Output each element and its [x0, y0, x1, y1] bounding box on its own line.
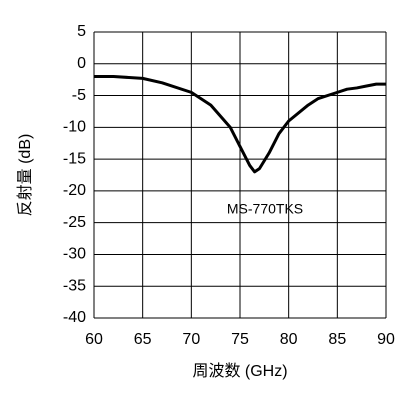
y-tick-label: 0: [77, 55, 86, 72]
x-tick-label: 75: [231, 331, 249, 348]
y-tick-label: -25: [63, 214, 86, 231]
x-tick-label: 80: [280, 331, 298, 348]
x-tick-label: 70: [182, 331, 200, 348]
y-tick-label: -40: [63, 309, 86, 326]
y-tick-label: -15: [63, 150, 86, 167]
x-tick-label: 60: [85, 331, 103, 348]
line: [94, 74, 386, 174]
y-tick-label: -10: [63, 119, 86, 136]
y-tick-label: -35: [63, 277, 86, 294]
y-tick-label: -30: [63, 246, 86, 263]
y-tick-label: -20: [63, 182, 86, 199]
x-axis-label: 周波数 (GHz): [192, 362, 287, 380]
y-tick-label: -5: [72, 87, 86, 104]
x-tick-label: 85: [328, 331, 346, 348]
y-axis-label: 反射量 (dB): [16, 134, 34, 217]
x-tick-label: 65: [134, 331, 152, 348]
y-tick-label: 5: [77, 23, 86, 40]
annotation: MS-770TKS: [227, 201, 303, 217]
x-tick-label: 90: [377, 331, 395, 348]
